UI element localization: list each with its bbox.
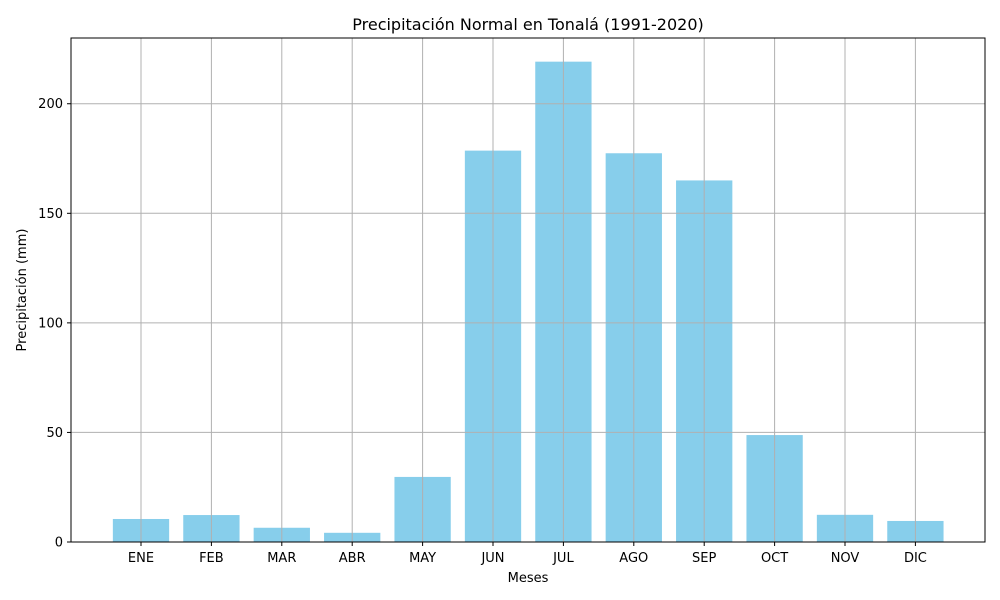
- x-tick-label-ago: AGO: [619, 551, 648, 566]
- x-tick-label-abr: ABR: [339, 551, 366, 566]
- y-tick-label-100: 100: [38, 316, 63, 331]
- y-tick-label-200: 200: [38, 97, 63, 112]
- x-tick-label-feb: FEB: [199, 551, 224, 566]
- axis-layer: 0 50 100 150 200 ENE FEB MAR ABR MAY JUN JUL AGO SEP O…: [38, 37, 986, 566]
- x-tick-label-oct: OCT: [761, 551, 788, 566]
- y-tick-label-150: 150: [38, 207, 63, 222]
- y-tick-label-50: 50: [46, 426, 63, 441]
- x-tick-label-sep: SEP: [692, 551, 716, 566]
- chart-title: Precipitación Normal en Tonalá (1991-202…: [352, 15, 703, 34]
- y-axis-label: Precipitación (mm): [15, 229, 30, 352]
- x-tick-label-ene: ENE: [128, 551, 154, 566]
- x-tick-label-jul: JUL: [552, 551, 574, 566]
- grid-layer: [71, 38, 985, 543]
- x-axis-label: Meses: [508, 571, 549, 586]
- x-tick-label-dic: DIC: [904, 551, 927, 566]
- y-tick-label-0: 0: [55, 536, 63, 551]
- x-tick-label-nov: NOV: [831, 551, 860, 566]
- plot-frame: [70, 37, 986, 543]
- x-tick-label-mar: MAR: [267, 551, 296, 566]
- bar-layer: [112, 61, 944, 543]
- x-tick-label-jun: JUN: [480, 551, 504, 566]
- x-tick-label-may: MAY: [409, 551, 436, 566]
